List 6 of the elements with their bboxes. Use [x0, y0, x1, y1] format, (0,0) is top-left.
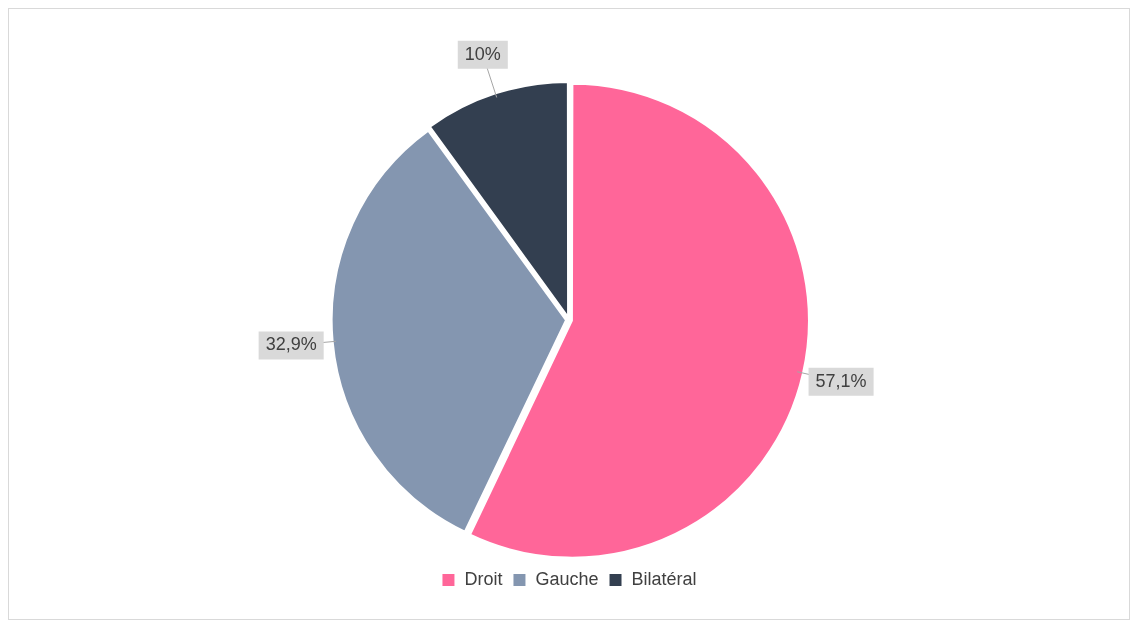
legend-label: Gauche — [535, 568, 599, 589]
data-label: 10% — [464, 43, 501, 64]
data-label: 32,9% — [265, 334, 317, 355]
data-label: 57,1% — [815, 370, 867, 391]
legend-label: Droit — [464, 568, 503, 589]
legend-label: Bilatéral — [631, 568, 697, 589]
